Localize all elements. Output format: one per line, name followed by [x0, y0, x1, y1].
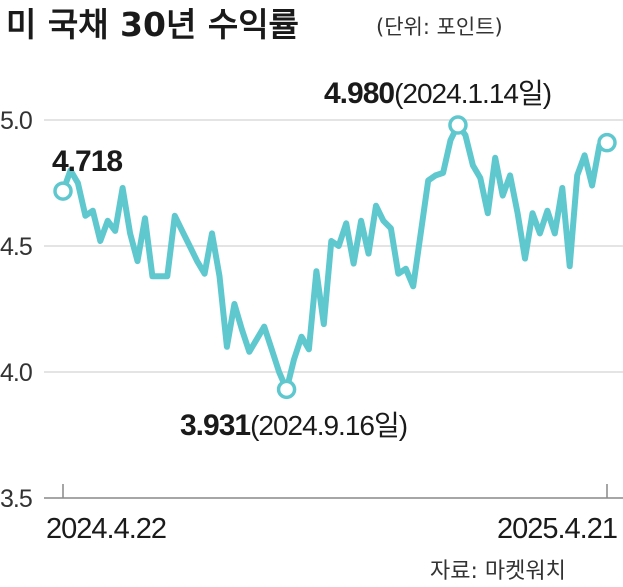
x-tick-label: 2024.4.22 — [46, 513, 166, 545]
annotation-max-value: 4.980 — [324, 77, 394, 110]
markers — [53, 115, 617, 400]
unit-label: (단위: 포인트) — [376, 15, 503, 39]
x-axis: 2024.4.22 2025.4.21 — [46, 484, 618, 545]
annotation-min: 3.931(2024.9.16일) — [180, 409, 407, 442]
y-tick-label: 5.0 — [0, 107, 32, 135]
chart-title: 미 국채 30년 수익률 — [6, 5, 299, 44]
marker-min — [276, 379, 297, 400]
marker-end — [597, 132, 617, 153]
annotation-max: 4.980(2024.1.14일) — [324, 77, 551, 110]
grid — [44, 119, 623, 499]
source-label: 자료: 마켓워치 — [430, 559, 566, 584]
annotation-start-value: 4.718 — [52, 145, 122, 178]
x-tick-label: 2025.4.21 — [497, 513, 617, 545]
marker-start — [53, 181, 73, 201]
marker-max — [448, 115, 468, 135]
y-tick-label: 3.5 — [0, 485, 32, 513]
y-tick-label: 4.5 — [0, 233, 32, 261]
annotation-min-date: (2024.9.16일) — [250, 410, 407, 441]
y-axis-ticks: 3.5 4.0 4.5 5.0 — [0, 107, 33, 513]
annotation-start: 4.718 — [52, 145, 122, 178]
annotation-min-value: 3.931 — [180, 409, 250, 442]
series-line — [60, 122, 610, 393]
annotation-max-date: (2024.1.14일) — [394, 78, 551, 109]
y-tick-label: 4.0 — [0, 359, 32, 387]
